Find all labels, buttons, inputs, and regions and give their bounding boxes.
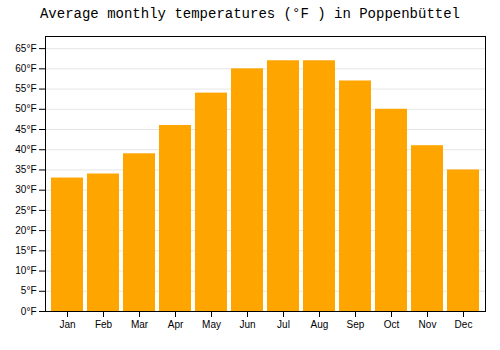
- svg-text:10°F: 10°F: [15, 265, 36, 276]
- svg-text:35°F: 35°F: [15, 164, 36, 175]
- svg-text:15°F: 15°F: [15, 245, 36, 256]
- svg-text:50°F: 50°F: [15, 103, 36, 114]
- svg-text:0°F: 0°F: [21, 306, 37, 317]
- svg-text:Mar: Mar: [131, 319, 149, 330]
- svg-text:Apr: Apr: [168, 319, 184, 330]
- svg-text:60°F: 60°F: [15, 63, 36, 74]
- svg-text:45°F: 45°F: [15, 124, 36, 135]
- svg-text:65°F: 65°F: [15, 43, 36, 54]
- svg-text:Nov: Nov: [419, 319, 437, 330]
- svg-text:Jul: Jul: [277, 319, 290, 330]
- svg-text:5°F: 5°F: [21, 285, 37, 296]
- svg-text:Oct: Oct: [384, 319, 400, 330]
- svg-text:Dec: Dec: [455, 319, 473, 330]
- html-text:Average monthly temperatures (: Average monthly temperatures (°F ) in Po…: [40, 6, 460, 22]
- svg-text:May: May: [202, 319, 221, 330]
- svg-text:Jan: Jan: [59, 319, 75, 330]
- svg-text:Sep: Sep: [347, 319, 365, 330]
- svg-text:20°F: 20°F: [15, 225, 36, 236]
- svg-text:40°F: 40°F: [15, 144, 36, 155]
- svg-text:Feb: Feb: [95, 319, 113, 330]
- svg-text:30°F: 30°F: [15, 184, 36, 195]
- svg-text:Jun: Jun: [239, 319, 255, 330]
- svg-text:Aug: Aug: [311, 319, 329, 330]
- svg-text:55°F: 55°F: [15, 83, 36, 94]
- svg-text:25°F: 25°F: [15, 205, 36, 216]
